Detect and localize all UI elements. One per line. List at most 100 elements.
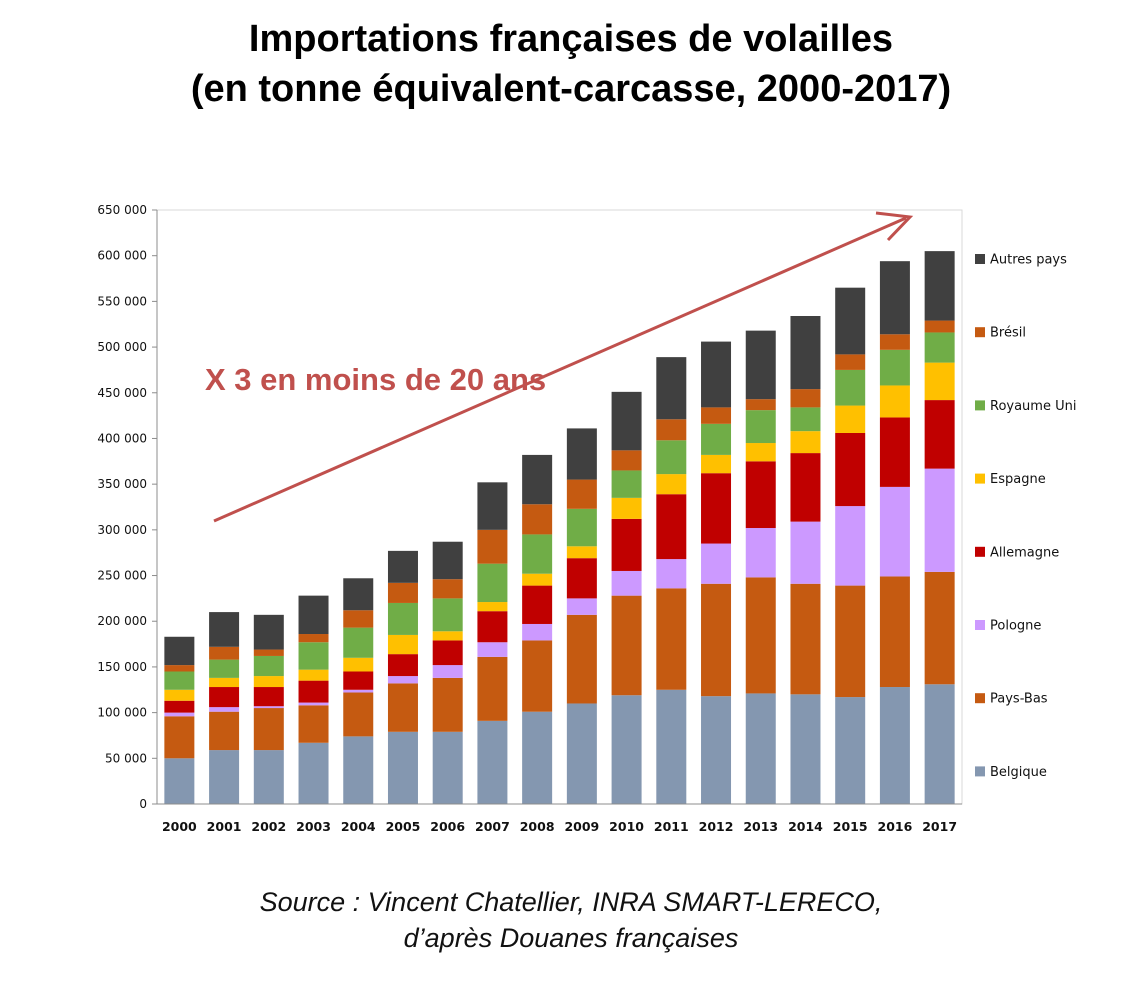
bar-segment xyxy=(432,598,463,632)
chart-title: Importations françaises de volailles (en… xyxy=(0,14,1142,114)
legend-item: Espagne xyxy=(975,472,1046,487)
bar-segment xyxy=(522,454,553,505)
x-tick-label: 2010 xyxy=(609,819,644,834)
chart-title-line2: (en tonne équivalent-carcasse, 2000-2017… xyxy=(190,68,952,110)
legend-item: Belgique xyxy=(975,765,1047,780)
bar-segment xyxy=(656,494,687,560)
bar-segment xyxy=(701,543,732,584)
bar-segment xyxy=(343,689,374,693)
bar-segment xyxy=(522,585,553,624)
bar-segment xyxy=(835,369,866,406)
trend-arrow-head xyxy=(875,211,914,242)
legend-item: Pologne xyxy=(975,619,1041,634)
bar-stack-2014 xyxy=(790,316,821,804)
bar-segment xyxy=(701,407,732,424)
bar-segment xyxy=(209,687,240,708)
y-tick-label: 350 000 xyxy=(97,477,147,491)
bar-segment xyxy=(253,655,284,677)
bar-segment xyxy=(566,558,597,599)
bar-segment xyxy=(745,443,776,462)
bar-segment xyxy=(209,711,240,751)
bar-segment xyxy=(701,583,732,697)
legend-item: Pays-Bas xyxy=(975,692,1048,707)
bar-stack-2005 xyxy=(387,550,418,804)
legend-swatch xyxy=(975,473,985,484)
bar-segment xyxy=(343,736,374,804)
legend-swatch xyxy=(975,620,985,630)
bar-segment xyxy=(879,349,910,386)
bar-stack-2006 xyxy=(432,541,463,804)
bar-segment xyxy=(701,473,732,544)
bar-segment xyxy=(924,571,955,685)
x-tick-label: 2011 xyxy=(654,819,689,834)
legend-swatch xyxy=(975,254,985,264)
trend-arrow-line xyxy=(213,216,907,523)
bar-segment xyxy=(611,595,642,696)
bar-segment xyxy=(924,251,955,321)
bar-segment xyxy=(611,695,642,804)
x-tick-label: 2013 xyxy=(743,819,778,834)
bar-segment xyxy=(298,634,329,643)
bar-segment xyxy=(835,354,866,370)
bar-segment xyxy=(745,330,776,400)
bar-segment xyxy=(566,508,597,547)
bar-segment xyxy=(701,423,732,455)
bar-stack-2007 xyxy=(477,482,508,804)
bar-segment xyxy=(164,700,195,713)
legend-swatch xyxy=(975,766,985,777)
legend-swatch xyxy=(975,693,985,704)
bar-stack-2017 xyxy=(924,251,955,804)
bar-segment xyxy=(253,708,284,751)
bar-segment xyxy=(387,634,418,655)
bar-segment xyxy=(432,665,463,678)
bar-segment xyxy=(566,598,597,615)
bar-stack-2002 xyxy=(253,614,284,804)
bar-segment xyxy=(522,504,553,535)
bar-segment xyxy=(387,683,418,732)
y-tick-label: 200 000 xyxy=(97,614,147,628)
bar-segment xyxy=(701,341,732,408)
legend-label: Pologne xyxy=(990,619,1041,634)
bar-segment xyxy=(924,684,955,804)
bar-segment xyxy=(656,689,687,804)
x-tick-label: 2003 xyxy=(296,819,331,834)
y-tick-label: 550 000 xyxy=(97,294,147,308)
bar-segment xyxy=(611,518,642,571)
bar-segment xyxy=(522,573,553,586)
bar-segment xyxy=(477,611,508,643)
x-tick-label: 2004 xyxy=(341,819,376,834)
bar-segment xyxy=(879,486,910,577)
bar-segment xyxy=(745,399,776,411)
x-tick-label: 2012 xyxy=(699,819,734,834)
bar-segment xyxy=(656,588,687,690)
bar-segment xyxy=(566,428,597,480)
bar-stack-2016 xyxy=(879,261,910,804)
bar-segment xyxy=(343,692,374,737)
bar-segment xyxy=(343,610,374,628)
y-tick-label: 150 000 xyxy=(97,660,147,674)
bar-segment xyxy=(656,419,687,441)
y-tick-label: 450 000 xyxy=(97,386,147,400)
bar-segment xyxy=(879,417,910,487)
bar-segment xyxy=(164,665,195,672)
x-tick-label: 2000 xyxy=(162,819,197,834)
bar-segment xyxy=(477,482,508,530)
chart-title-line1: Importations françaises de volailles xyxy=(248,18,894,60)
legend-swatch xyxy=(975,327,985,338)
bar-segment xyxy=(387,676,418,684)
bar-segment xyxy=(879,261,910,335)
bar-segment xyxy=(924,468,955,572)
bar-segment xyxy=(924,332,955,363)
bar-segment xyxy=(611,497,642,519)
bar-segment xyxy=(790,583,821,695)
y-tick-label: 250 000 xyxy=(97,569,147,583)
source-line2: d’après Douanes françaises xyxy=(403,923,739,953)
bar-segment xyxy=(253,750,284,804)
bar-stack-2012 xyxy=(701,341,732,804)
legend-label: Royaume Uni xyxy=(990,399,1076,414)
x-tick-label: 2008 xyxy=(520,819,555,834)
bar-segment xyxy=(790,521,821,584)
legend-label: Espagne xyxy=(990,472,1046,487)
bar-stack-2000 xyxy=(164,636,195,804)
legend-item: Brésil xyxy=(975,326,1026,341)
